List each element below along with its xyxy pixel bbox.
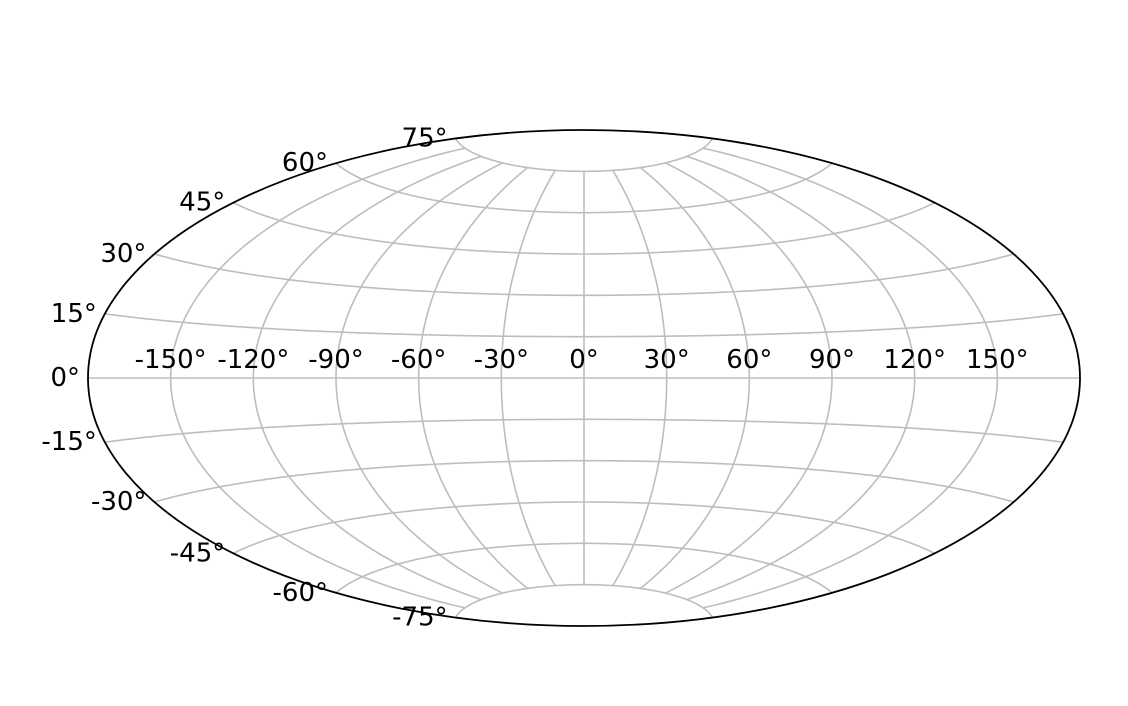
longitude-tick-label: 90°	[809, 345, 855, 375]
latitude-tick-label: -15°	[41, 427, 96, 457]
parallel-15	[104, 313, 1064, 338]
longitude-tick-label: -120°	[217, 345, 289, 375]
map-outline	[87, 129, 1081, 627]
parallel-75	[454, 138, 714, 173]
parallel--75	[454, 583, 714, 618]
latitude-tick-label: -75°	[392, 603, 447, 633]
parallel--15	[104, 418, 1064, 443]
latitude-tick-label: 30°	[100, 239, 146, 269]
longitude-tick-label: 120°	[883, 345, 946, 375]
longitude-tick-label: 150°	[966, 345, 1029, 375]
latitude-tick-label: 0°	[50, 363, 80, 393]
latitude-tick-label: -30°	[91, 487, 146, 517]
parallel--60	[335, 542, 833, 594]
parallel-30	[154, 253, 1014, 297]
parallel-45	[232, 201, 936, 255]
tick-labels: -150° -120° -90° -60° -30° 0° 30° 60° 90° 120° 150…	[41, 123, 1028, 632]
longitude-tick-label: -30°	[474, 345, 529, 375]
longitude-tick-label: 30°	[644, 345, 690, 375]
graticule	[88, 138, 1080, 618]
parallel-60	[335, 162, 833, 214]
longitude-tick-label: -90°	[308, 345, 363, 375]
longitude-tick-label: 0°	[569, 345, 599, 375]
longitude-tick-label: -150°	[135, 345, 207, 375]
latitude-tick-label: 60°	[282, 148, 328, 178]
longitude-tick-label: -60°	[391, 345, 446, 375]
parallel--45	[232, 501, 936, 555]
map-boundary	[87, 129, 1081, 627]
latitude-tick-label: 75°	[402, 123, 448, 153]
latitude-tick-label: 45°	[179, 188, 225, 218]
latitude-tick-label: -60°	[273, 578, 328, 608]
longitude-tick-label: 60°	[726, 345, 772, 375]
latitude-tick-label: 15°	[51, 299, 97, 329]
parallel--30	[154, 459, 1014, 503]
latitude-tick-label: -45°	[170, 538, 225, 568]
